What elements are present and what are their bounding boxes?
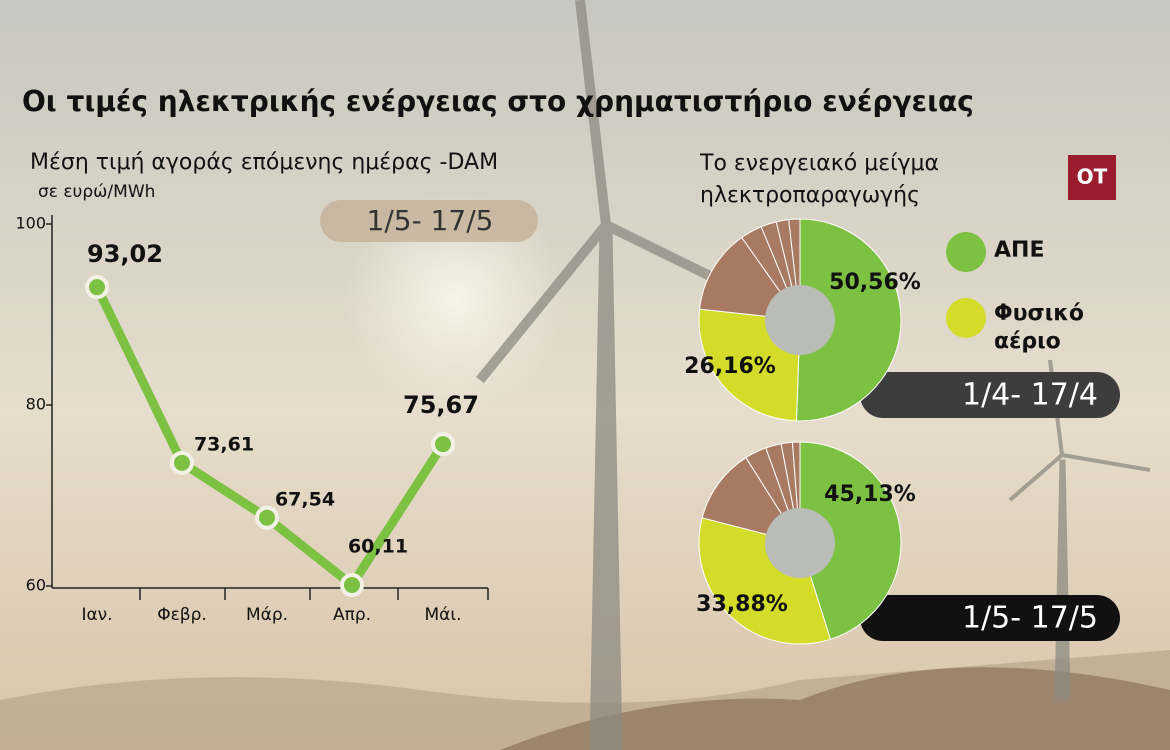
donut-hole [765,285,835,355]
sun-glow [345,190,565,410]
annotation: 1/5- 17/5 [367,204,494,237]
y-tick-label: 60 [26,576,46,595]
value-label: 50,56% [829,270,921,295]
value-label: 67,54 [275,488,335,510]
y-tick-label: 80 [26,395,46,414]
legend-label: ΑΠΕ [994,238,1045,263]
pie-slice [799,441,902,640]
value-label: 73,61 [194,433,254,455]
point [255,505,279,530]
line-title: Μέση τιμή αγοράς επόμενης ημέρας -DAM [30,150,498,175]
line-subtitle: σε ευρώ/MWh [38,182,155,202]
pie-slice [795,218,902,422]
x-tick-label: Μάι. [424,605,461,625]
x-tick-label: Ιαν. [81,605,112,625]
point [340,573,364,598]
annotation-badge [320,200,538,242]
legend-swatch [946,298,986,338]
value-label: 33,88% [696,592,788,617]
y-tick-label: 100 [15,214,46,233]
period: 1/5- 17/5 [962,601,1098,636]
legend-label: Φυσικό αέριο [994,301,1085,354]
period-badge [860,595,1120,641]
value-label: 26,16% [684,354,776,379]
hills-front [500,667,1170,750]
point [85,275,109,300]
logo-box [1068,155,1116,200]
x-tick-label: Φεβρ. [157,605,207,625]
value-label: 75,67 [403,391,479,419]
x-tick-label: Μάρ. [246,605,288,625]
logo: ΟΤ [1077,165,1108,189]
period-badge [860,372,1120,418]
value-label: 60,11 [348,536,408,558]
pie-title: Το ενεργειακό μείγμα ηλεκτροπαραγωγής [700,151,940,208]
page-title: Οι τιμές ηλεκτρικής ενέργειας στο χρηματ… [22,85,974,118]
point [170,450,194,475]
value-label: 45,13% [824,482,916,507]
donut-hole [765,508,835,578]
period: 1/4- 17/4 [962,378,1098,413]
x-tick-label: Απρ. [333,605,371,625]
legend-swatch [946,232,986,272]
value-label: 93,02 [87,240,163,268]
point [431,432,455,457]
x-separators [139,588,489,600]
